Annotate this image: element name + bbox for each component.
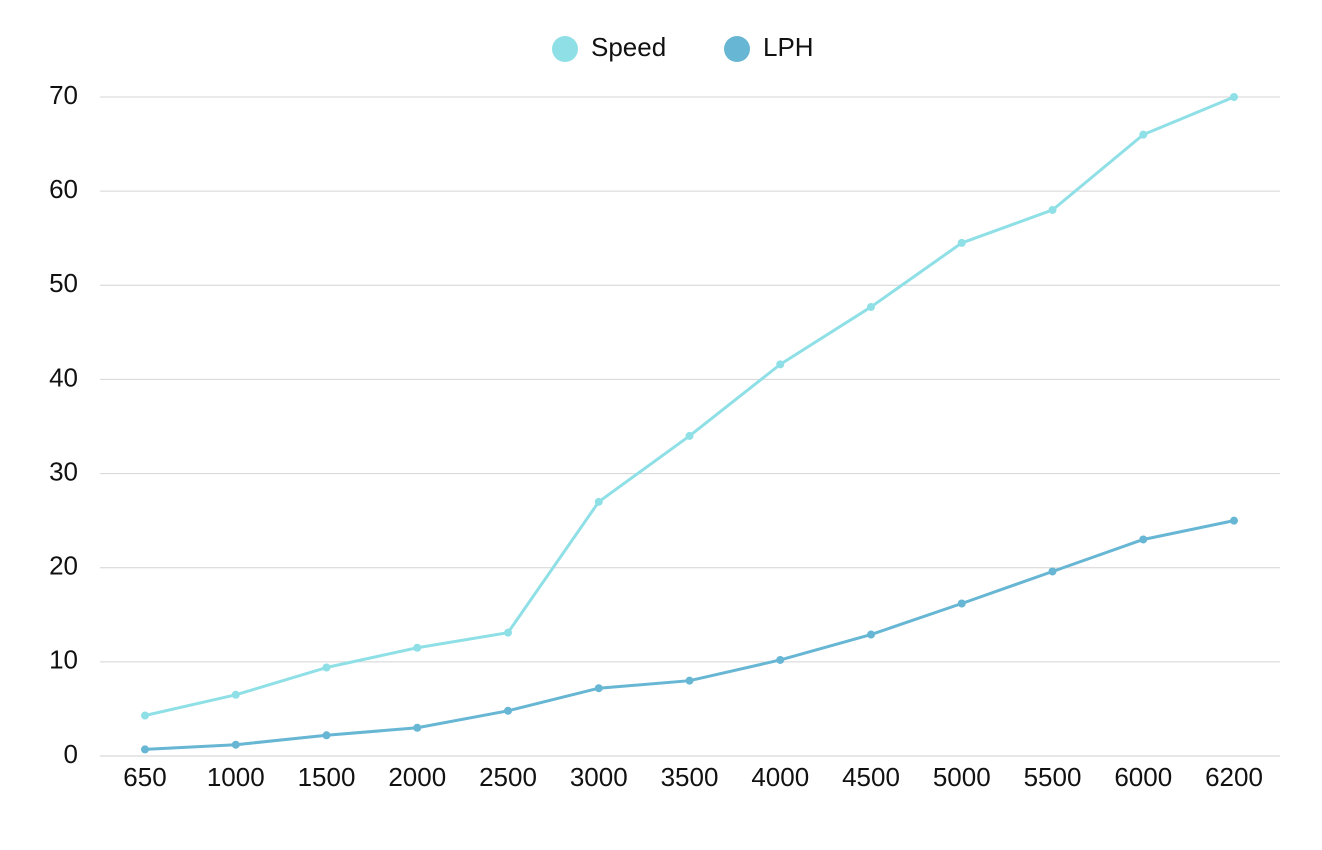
x-tick-label: 1000	[207, 762, 265, 792]
x-tick-label: 650	[123, 762, 166, 792]
data-point-speed	[504, 628, 512, 637]
x-tick-label: 5500	[1024, 762, 1082, 792]
legend: Speed LPH	[552, 32, 814, 62]
data-point-speed	[776, 360, 785, 369]
legend-label: LPH	[763, 32, 814, 62]
y-tick-label: 40	[49, 362, 78, 392]
x-tick-label: 4500	[842, 762, 900, 792]
series-line-lph	[143, 519, 1236, 751]
y-tick-label: 30	[49, 456, 78, 486]
data-point-lph	[594, 684, 603, 693]
legend-marker	[724, 36, 750, 62]
data-point-lph	[231, 740, 240, 749]
legend-marker	[552, 36, 578, 62]
data-point-lph	[1048, 567, 1057, 576]
data-point-lph	[1230, 516, 1238, 525]
data-point-lph	[776, 655, 785, 664]
data-point-lph	[504, 706, 512, 715]
y-tick-label: 50	[49, 268, 78, 298]
y-axis: 0 10 20 30 40 50 60 70	[49, 80, 78, 769]
data-point-speed	[594, 497, 603, 506]
data-point-speed	[1230, 93, 1238, 101]
grid	[100, 96, 1280, 757]
data-point-speed	[957, 238, 966, 247]
y-tick-label: 10	[49, 645, 78, 675]
series-group	[141, 93, 1238, 754]
data-point-lph	[1139, 535, 1148, 544]
x-tick-label: 6000	[1114, 762, 1172, 792]
data-point-lph	[867, 630, 875, 639]
data-point-lph	[957, 599, 966, 608]
y-tick-label: 60	[49, 174, 78, 204]
y-tick-label: 20	[49, 551, 78, 581]
data-point-lph	[413, 723, 422, 732]
x-tick-label: 1500	[298, 762, 356, 792]
data-point-speed	[1139, 130, 1148, 139]
x-tick-label: 2500	[479, 762, 537, 792]
x-tick-label: 3500	[661, 762, 719, 792]
legend-item-speed[interactable]: Speed	[552, 32, 666, 62]
x-tick-label: 3000	[570, 762, 628, 792]
data-point-speed	[322, 663, 331, 672]
x-tick-label: 4000	[751, 762, 809, 792]
series-line-speed	[143, 95, 1236, 718]
y-tick-label: 70	[49, 80, 78, 110]
data-point-lph	[322, 731, 331, 740]
data-point-speed	[1048, 205, 1057, 214]
y-tick-label: 0	[64, 739, 78, 769]
x-tick-label: 6200	[1205, 762, 1263, 792]
data-point-lph	[685, 676, 694, 685]
data-point-lph	[141, 745, 149, 754]
data-point-speed	[413, 643, 422, 652]
legend-label: Speed	[591, 32, 666, 62]
x-tick-label: 5000	[933, 762, 991, 792]
data-point-speed	[867, 302, 875, 311]
x-axis: 650 1000 1500 2000 2500 3000 3500 4000 4500 5000 5…	[123, 762, 1263, 792]
data-point-speed	[231, 690, 240, 699]
data-point-speed	[141, 711, 149, 720]
x-tick-label: 2000	[388, 762, 446, 792]
data-point-speed	[685, 431, 694, 440]
legend-item-lph[interactable]: LPH	[724, 32, 814, 62]
